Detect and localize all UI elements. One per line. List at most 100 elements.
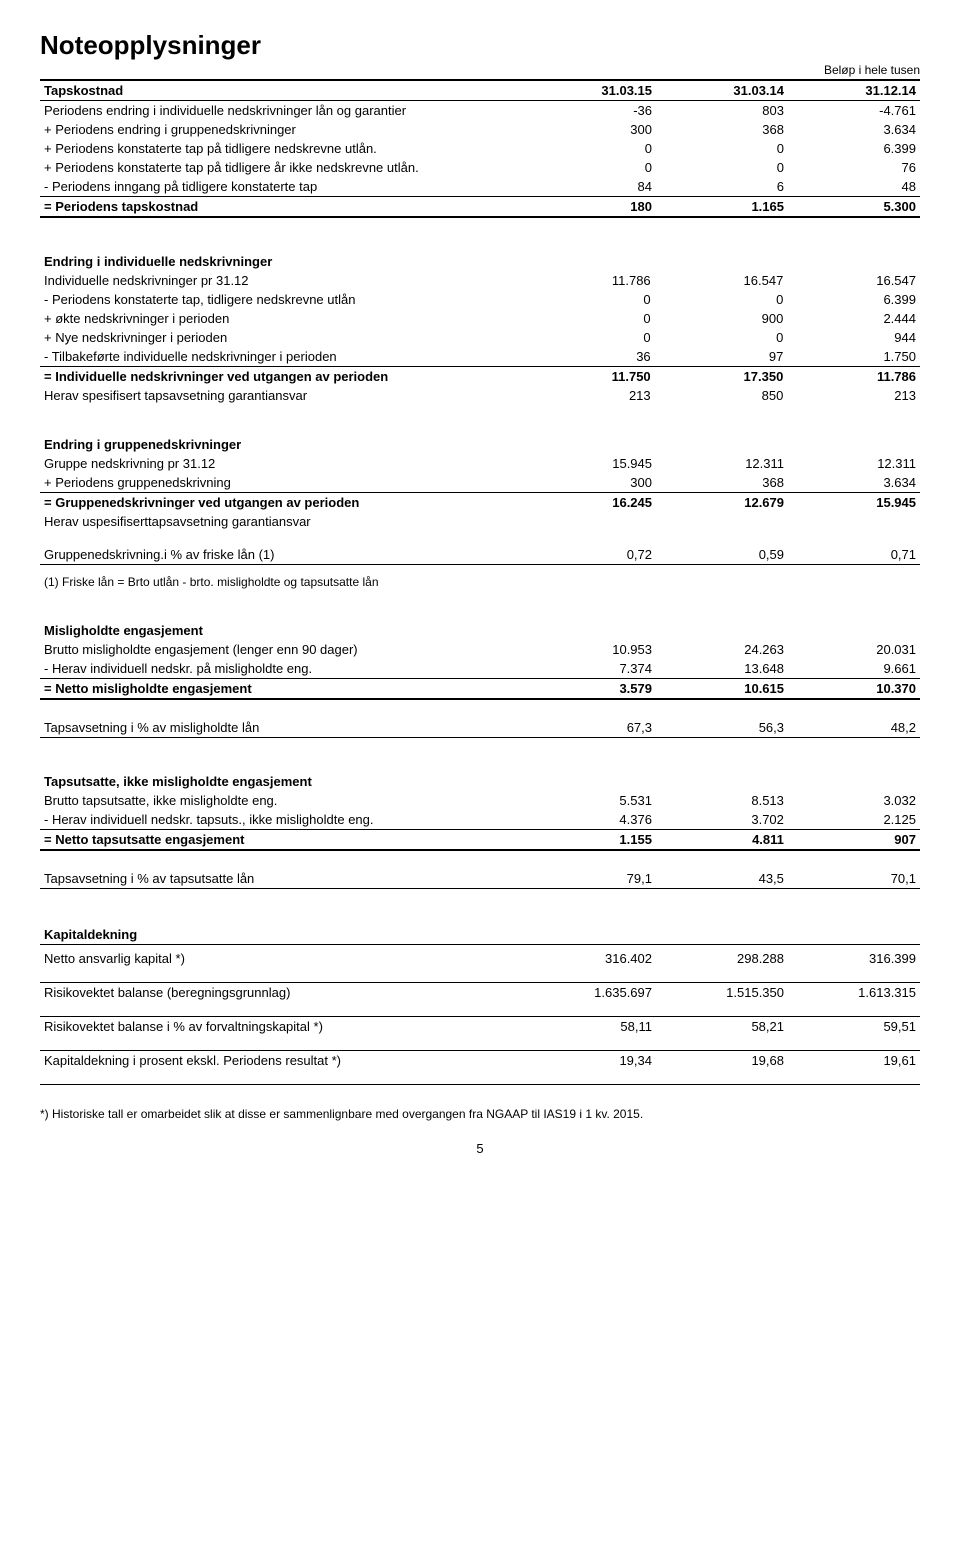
row-value: 0 xyxy=(655,290,788,309)
table-row: + Nye nedskrivninger i perioden00944 xyxy=(40,328,920,347)
table-row: - Herav individuell nedskr. på mislighol… xyxy=(40,659,920,679)
row-value: 84 xyxy=(524,177,656,197)
row-value: 11.786 xyxy=(524,271,655,290)
row-value: 900 xyxy=(655,309,788,328)
herav-label: Herav uspesifiserttapsavsetning garantia… xyxy=(40,512,524,531)
row-label: Kapitaldekning i prosent ekskl. Perioden… xyxy=(40,1051,524,1071)
row-value: 300 xyxy=(524,120,656,139)
sum-val: 11.750 xyxy=(524,367,655,387)
section-title: Kapitaldekning xyxy=(40,913,920,945)
row-value: 76 xyxy=(788,158,920,177)
row-label: - Tilbakeførte individuelle nedskrivning… xyxy=(40,347,524,367)
row-label: - Periodens konstaterte tap, tidligere n… xyxy=(40,290,524,309)
row-value: 5.531 xyxy=(524,791,656,810)
row-value: 0 xyxy=(524,158,656,177)
pct-val: 79,1 xyxy=(524,869,656,889)
row-value: 2.444 xyxy=(787,309,920,328)
row-value: 0 xyxy=(524,290,655,309)
tapskostnad-table: Tapskostnad 31.03.15 31.03.14 31.12.14 P… xyxy=(40,79,920,222)
row-label: Brutto misligholdte engasjement (lenger … xyxy=(40,640,524,659)
footnote-main: *) Historiske tall er omarbeidet slik at… xyxy=(40,1107,920,1121)
sum-label: = Gruppenedskrivninger ved utgangen av p… xyxy=(40,493,524,513)
row-label: Netto ansvarlig kapital *) xyxy=(40,949,524,968)
section-title: Endring i individuelle nedskrivninger xyxy=(40,240,920,271)
row-value: 16.547 xyxy=(787,271,920,290)
tapsutsatte-table: Tapsutsatte, ikke misligholdte engasjeme… xyxy=(40,760,920,893)
pct-label: Gruppenedskrivning.i % av friske lån (1) xyxy=(40,545,524,565)
sum-val: 10.615 xyxy=(656,679,788,700)
row-value: 3.032 xyxy=(788,791,920,810)
sum-val: 3.579 xyxy=(524,679,656,700)
sum-val: 16.245 xyxy=(524,493,656,513)
table-row: Individuelle nedskrivninger pr 31.1211.7… xyxy=(40,271,920,290)
sum-val: 17.350 xyxy=(655,367,788,387)
row-label: + Nye nedskrivninger i perioden xyxy=(40,328,524,347)
row-label: + Periodens endring i gruppenedskrivning… xyxy=(40,120,524,139)
row-value: 3.634 xyxy=(788,473,920,493)
herav-val: 213 xyxy=(524,386,655,405)
pct-val: 0,59 xyxy=(656,545,788,565)
row-value: 0 xyxy=(524,139,656,158)
row-value: 1.635.697 xyxy=(524,983,656,1003)
table-row: Brutto misligholdte engasjement (lenger … xyxy=(40,640,920,659)
row-value: 368 xyxy=(656,120,788,139)
page-number: 5 xyxy=(40,1141,920,1156)
sum-val: 4.811 xyxy=(656,830,788,851)
row-value: -4.761 xyxy=(788,101,920,121)
row-value: 9.661 xyxy=(788,659,920,679)
row-value: 2.125 xyxy=(788,810,920,830)
row-label: Brutto tapsutsatte, ikke misligholdte en… xyxy=(40,791,524,810)
pct-val: 43,5 xyxy=(656,869,788,889)
pct-val: 0,72 xyxy=(524,545,656,565)
mislighold-table: Misligholdte engasjement Brutto misligho… xyxy=(40,609,920,742)
row-value: 6.399 xyxy=(788,139,920,158)
pct-label: Tapsavsetning i % av misligholdte lån xyxy=(40,718,524,738)
table-row: - Periodens inngang på tidligere konstat… xyxy=(40,177,920,197)
sum-label: = Netto tapsutsatte engasjement xyxy=(40,830,524,851)
row-value: 7.374 xyxy=(524,659,656,679)
row-value: 6 xyxy=(656,177,788,197)
row-value: 1.613.315 xyxy=(788,983,920,1003)
table-row: + Periodens endring i gruppenedskrivning… xyxy=(40,120,920,139)
table-row: + økte nedskrivninger i perioden09002.44… xyxy=(40,309,920,328)
sum-label: = Periodens tapskostnad xyxy=(40,197,524,218)
row-value: 12.311 xyxy=(656,454,788,473)
table-row: Risikovektet balanse (beregningsgrunnlag… xyxy=(40,983,920,1003)
table-row: + Periodens gruppenedskrivning3003683.63… xyxy=(40,473,920,493)
row-value: 19,68 xyxy=(656,1051,788,1071)
sum-label: = Netto misligholdte engasjement xyxy=(40,679,524,700)
row-value: 6.399 xyxy=(787,290,920,309)
row-value: 316.399 xyxy=(788,949,920,968)
herav-val: 213 xyxy=(787,386,920,405)
row-value: 15.945 xyxy=(524,454,656,473)
table-row: + Periodens konstaterte tap på tidligere… xyxy=(40,158,920,177)
sum-val: 180 xyxy=(524,197,656,218)
sum-val: 1.165 xyxy=(656,197,788,218)
row-label: Risikovektet balanse (beregningsgrunnlag… xyxy=(40,983,524,1003)
row-value: 0 xyxy=(655,328,788,347)
herav-label: Herav spesifisert tapsavsetning garantia… xyxy=(40,386,524,405)
row-value: 19,61 xyxy=(788,1051,920,1071)
row-value: 0 xyxy=(524,328,655,347)
row-value: 0 xyxy=(656,139,788,158)
row-label: + Periodens konstaterte tap på tidligere… xyxy=(40,139,524,158)
row-value: 58,21 xyxy=(656,1017,788,1037)
pct-val: 0,71 xyxy=(788,545,920,565)
row-value: 4.376 xyxy=(524,810,656,830)
row-value: 10.953 xyxy=(524,640,656,659)
row-label: + Periodens gruppenedskrivning xyxy=(40,473,524,493)
section-title: Tapsutsatte, ikke misligholdte engasjeme… xyxy=(40,760,920,791)
table-row: Brutto tapsutsatte, ikke misligholdte en… xyxy=(40,791,920,810)
footnote-1: (1) Friske lån = Brto utlån - brto. misl… xyxy=(40,569,920,591)
row-value: 0 xyxy=(524,309,655,328)
table-row: Risikovektet balanse i % av forvaltnings… xyxy=(40,1017,920,1037)
table-row: - Herav individuell nedskr. tapsuts., ik… xyxy=(40,810,920,830)
row-value: 16.547 xyxy=(655,271,788,290)
row-value: 298.288 xyxy=(656,949,788,968)
endring-gruppe-table: Endring i gruppenedskrivninger Gruppe ne… xyxy=(40,423,920,591)
sum-val: 10.370 xyxy=(788,679,920,700)
row-label: Risikovektet balanse i % av forvaltnings… xyxy=(40,1017,524,1037)
row-value: 803 xyxy=(656,101,788,121)
sum-val: 907 xyxy=(788,830,920,851)
kapital-table: Kapitaldekning Netto ansvarlig kapital *… xyxy=(40,913,920,1089)
